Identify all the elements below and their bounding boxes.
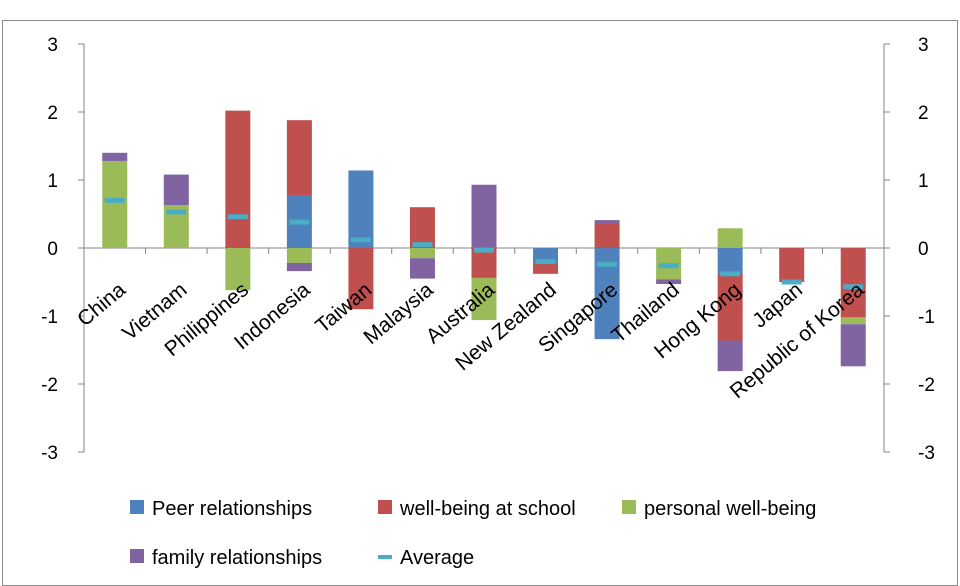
bar-segment	[225, 110, 251, 248]
bar-segment	[409, 258, 435, 279]
y-tick-label-right: -2	[918, 375, 935, 396]
bar-segment	[840, 248, 866, 318]
legend-swatch	[130, 500, 144, 514]
legend-label: well-being at school	[399, 498, 576, 520]
bar-segment	[840, 324, 866, 367]
average-marker	[474, 247, 494, 253]
legend-label: personal well-being	[644, 498, 816, 520]
y-tick-label-right: 2	[918, 103, 929, 124]
bar-segment	[348, 248, 374, 310]
legend-swatch	[378, 555, 392, 559]
bar-segment	[471, 184, 497, 248]
y-tick-label-left: 2	[47, 103, 58, 124]
average-marker	[658, 263, 679, 269]
bar-segment	[409, 207, 435, 248]
y-tick-label-right: 1	[918, 171, 929, 192]
average-marker	[104, 197, 125, 203]
bar-segment	[717, 248, 743, 274]
tick-labels-layer: 3 3 2 2 1 1 0 0 -1 -1 -2 -2 -3 -3	[41, 35, 935, 464]
y-tick-label-right: -3	[918, 443, 935, 464]
bar-segment	[348, 170, 374, 248]
average-marker	[535, 259, 556, 265]
average-marker	[227, 214, 248, 220]
bar-segment	[840, 317, 866, 325]
average-marker	[289, 219, 310, 225]
bar-segment	[594, 223, 620, 248]
bar-segment	[717, 273, 743, 341]
legend-label: Peer relationships	[152, 498, 312, 520]
bar-segment	[163, 174, 189, 206]
bar-segment	[286, 248, 312, 263]
y-tick-label-left: 0	[47, 239, 58, 260]
y-tick-label-left: 3	[47, 35, 58, 56]
legend: Peer relationships well-being at school pe…	[130, 498, 816, 569]
legend-swatch	[378, 500, 392, 514]
average-marker	[166, 209, 187, 215]
y-tick-label-right: -1	[918, 307, 935, 328]
average-marker	[350, 237, 371, 243]
bar-segment	[594, 220, 620, 224]
bar-segment	[102, 152, 128, 161]
legend-swatch	[130, 549, 144, 563]
bar-segment	[409, 248, 435, 259]
bar-segment	[533, 262, 559, 274]
y-tick-label-left: -1	[41, 307, 58, 328]
average-marker	[720, 271, 741, 277]
bar-segment	[779, 248, 805, 282]
y-tick-label-right: 3	[918, 35, 929, 56]
y-tick-label-left: -2	[41, 375, 58, 396]
bar-segment	[717, 340, 743, 372]
bar-segment	[286, 120, 312, 195]
legend-swatch	[622, 500, 636, 514]
y-tick-label-left: -3	[41, 443, 58, 464]
bar-segment	[471, 277, 497, 321]
bar-segment	[656, 279, 682, 285]
bar-segment	[225, 248, 251, 291]
average-marker	[781, 279, 802, 285]
bar-segment	[717, 228, 743, 248]
y-tick-label-right: 0	[918, 239, 929, 260]
legend-label: family relationships	[152, 547, 322, 569]
average-marker	[412, 242, 433, 248]
bar-segment	[471, 248, 497, 278]
average-markers-layer	[104, 197, 864, 290]
y-tick-label-left: 1	[47, 171, 58, 192]
average-marker	[597, 261, 618, 267]
legend-label: Average	[400, 547, 474, 569]
bar-segment	[102, 160, 128, 248]
average-marker	[843, 284, 864, 290]
category-labels-layer: ChinaVietnamPhilippinesIndonesiaTaiwanMa…	[73, 278, 869, 403]
bar-segment	[286, 262, 312, 272]
